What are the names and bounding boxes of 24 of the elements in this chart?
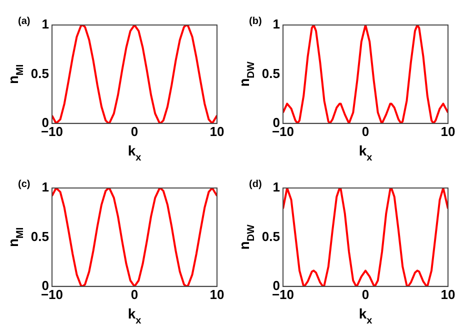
y-tick-label: 1 bbox=[42, 180, 49, 195]
chart-title: (c) bbox=[18, 179, 30, 190]
x-tick-label: 10 bbox=[210, 124, 224, 139]
y-tick-label: 1 bbox=[272, 16, 280, 32]
x-tick-label: 0 bbox=[362, 286, 370, 302]
chart-title: (a) bbox=[18, 16, 30, 27]
x-tick-label: 10 bbox=[210, 286, 224, 302]
x-tick-label: 0 bbox=[362, 124, 370, 139]
y-axis-title: nMI bbox=[5, 64, 26, 84]
y-axis-title: nDW bbox=[236, 61, 257, 87]
y-tick-label: 0.5 bbox=[262, 66, 280, 81]
chart-title: (d) bbox=[249, 179, 262, 190]
y-tick-label: 0.5 bbox=[30, 66, 49, 81]
y-tick-label: 0.5 bbox=[262, 228, 280, 244]
y-axis-title: nDW bbox=[236, 224, 257, 250]
y-tick-label: 0.5 bbox=[30, 228, 49, 244]
x-tick-label: 0 bbox=[130, 286, 138, 302]
x-tick-label: 10 bbox=[440, 286, 456, 302]
x-tick-label: 0 bbox=[130, 124, 138, 139]
x-tick-label: 10 bbox=[440, 124, 456, 139]
y-tick-label: 1 bbox=[42, 16, 49, 32]
chart-title: (b) bbox=[249, 16, 262, 27]
y-tick-label: 1 bbox=[272, 180, 280, 195]
y-axis-title: nMI bbox=[5, 227, 26, 248]
